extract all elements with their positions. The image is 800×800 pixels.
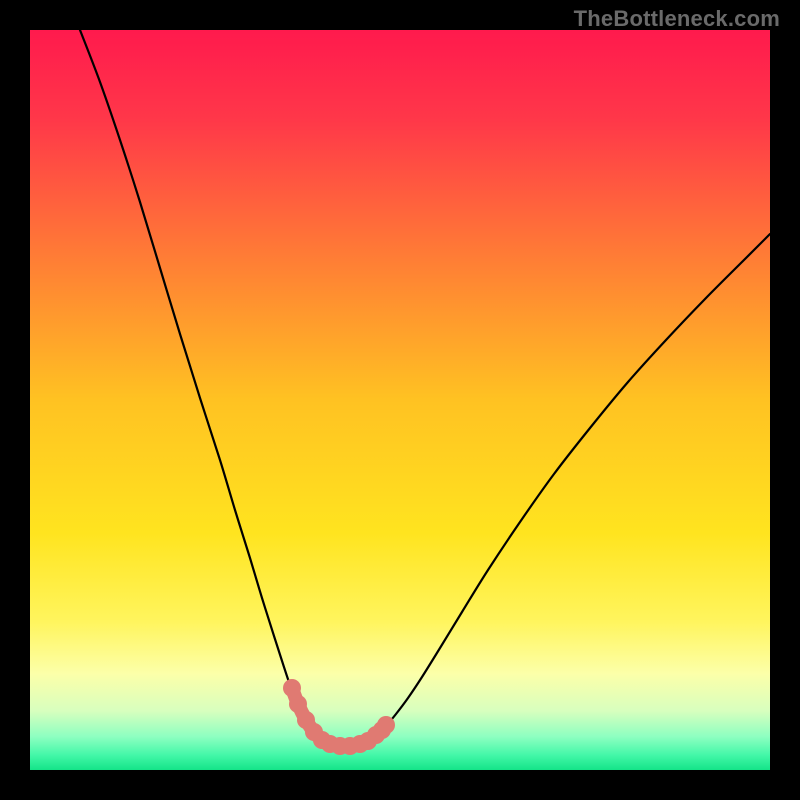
highlight-marker xyxy=(377,716,395,734)
chart-background xyxy=(30,30,770,770)
highlight-marker xyxy=(283,679,301,697)
plot-area xyxy=(30,30,770,770)
watermark-text: TheBottleneck.com xyxy=(574,6,780,32)
plot-svg xyxy=(30,30,770,770)
highlight-marker xyxy=(289,695,307,713)
chart-frame: TheBottleneck.com xyxy=(0,0,800,800)
